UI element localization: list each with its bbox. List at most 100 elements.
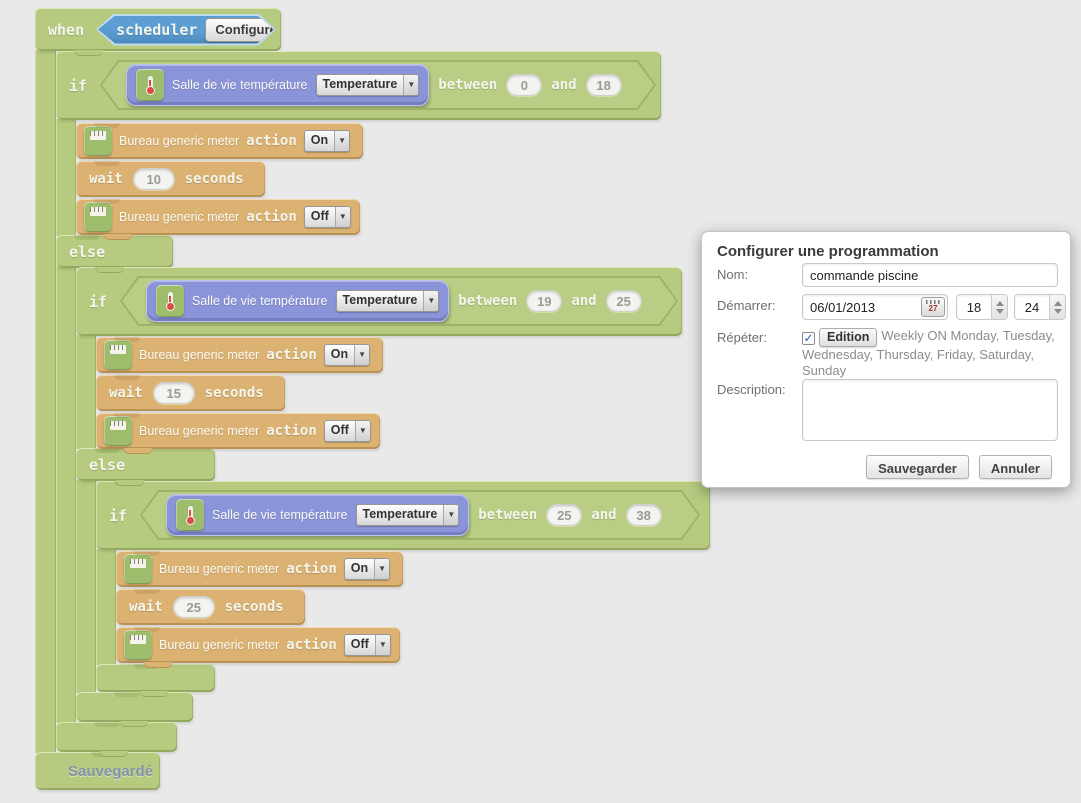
seconds-keyword: seconds xyxy=(184,171,244,187)
if3-block[interactable]: if Salle de vie température Temperature ▼… xyxy=(96,481,710,550)
property-dropdown[interactable]: Temperature ▼ xyxy=(316,74,420,96)
block-notch xyxy=(134,551,160,556)
if2-condition[interactable]: Salle de vie température Temperature ▼ be… xyxy=(120,276,678,326)
property-dropdown[interactable]: Temperature ▼ xyxy=(336,290,440,312)
if3-wait-block[interactable]: wait 25 seconds xyxy=(116,589,305,625)
if1-block[interactable]: if Salle de vie température Temperature ▼… xyxy=(56,51,661,120)
chevron-down-icon[interactable]: ▼ xyxy=(443,505,458,525)
chevron-down-icon[interactable]: ▼ xyxy=(354,345,370,365)
if2-action-off-block[interactable]: Bureau generic meter action Off ▼ xyxy=(96,413,380,454)
spinner-up-icon[interactable] xyxy=(1053,300,1062,306)
min-value-input[interactable]: 19 xyxy=(526,290,562,312)
meter-icon xyxy=(104,416,132,446)
between-keyword: between xyxy=(478,507,538,523)
sensor-name: Salle de vie température xyxy=(172,78,308,92)
if3-sensor-block[interactable]: Salle de vie température Temperature ▼ xyxy=(166,494,469,536)
save-button[interactable]: Sauvegarder xyxy=(866,455,969,479)
action-value-dropdown[interactable]: On ▼ xyxy=(323,344,371,366)
hour-spinner[interactable]: 18 xyxy=(956,294,1008,320)
thermometer-icon xyxy=(136,69,164,101)
else-keyword: else xyxy=(69,242,106,261)
calendar-icon[interactable]: 27 xyxy=(921,297,945,317)
and-keyword: and xyxy=(551,77,577,93)
start-date-field: 27 xyxy=(802,294,948,320)
action-value-dropdown[interactable]: Off ▼ xyxy=(303,206,351,228)
spinner-up-icon[interactable] xyxy=(995,300,1004,306)
chevron-down-icon[interactable]: ▼ xyxy=(374,635,390,655)
if2-closing-bar[interactable] xyxy=(76,692,193,727)
minute-spinner[interactable]: 24 xyxy=(1014,294,1066,320)
action-keyword: action xyxy=(246,209,297,225)
block-notch xyxy=(134,589,160,594)
block-connector-tab xyxy=(100,751,128,757)
if3-closing-bar[interactable] xyxy=(96,664,215,697)
when-block-footer[interactable]: Sauvegardé xyxy=(35,752,160,790)
action-keyword: action xyxy=(286,561,337,577)
seconds-keyword: seconds xyxy=(224,599,284,615)
description-textarea[interactable] xyxy=(802,379,1058,441)
chevron-down-icon[interactable]: ▼ xyxy=(423,291,438,311)
when-block-header[interactable]: when scheduler Configure xyxy=(35,8,281,56)
if1-action-off-block[interactable]: Bureau generic meter action Off ▼ xyxy=(76,199,360,240)
wait-keyword: wait xyxy=(109,385,143,401)
chevron-down-icon[interactable]: ▼ xyxy=(374,559,390,579)
if1-then-spine xyxy=(56,119,76,236)
if1-action-on-block[interactable]: Bureau generic meter action On ▼ xyxy=(76,123,363,159)
and-keyword: and xyxy=(591,507,617,523)
thermometer-icon xyxy=(176,499,204,531)
action-value-dropdown[interactable]: On ▼ xyxy=(303,130,351,152)
block-notch xyxy=(94,161,120,166)
if3-action-off-block[interactable]: Bureau generic meter action Off ▼ xyxy=(116,627,400,668)
block-connector-tab xyxy=(104,234,132,240)
wait-duration-input[interactable]: 10 xyxy=(132,168,175,190)
wait-duration-input[interactable]: 15 xyxy=(152,382,195,404)
if1-else-bar[interactable]: else xyxy=(56,235,173,273)
min-value-input[interactable]: 25 xyxy=(546,504,582,526)
if2-sensor-block[interactable]: Salle de vie température Temperature ▼ xyxy=(146,280,449,322)
block-notch xyxy=(94,199,120,204)
repeat-label: Répéter: xyxy=(717,330,767,345)
scheduler-event-block[interactable]: scheduler Configure xyxy=(96,14,276,46)
if3-action-on-block[interactable]: Bureau generic meter action On ▼ xyxy=(116,551,403,587)
cancel-button[interactable]: Annuler xyxy=(978,455,1052,479)
action-keyword: action xyxy=(266,347,317,363)
repeat-checkbox[interactable]: ✓ xyxy=(802,331,815,345)
block-notch xyxy=(114,337,140,342)
between-keyword: between xyxy=(458,293,518,309)
block-connector-tab xyxy=(140,691,168,697)
if1-else-spine xyxy=(56,266,76,723)
when-block-spine xyxy=(35,50,56,753)
spinner-down-icon[interactable] xyxy=(1053,308,1062,314)
max-value-input[interactable]: 18 xyxy=(586,74,622,96)
if3-condition[interactable]: Salle de vie température Temperature ▼ be… xyxy=(140,490,700,540)
chevron-down-icon[interactable]: ▼ xyxy=(403,75,418,95)
min-value-input[interactable]: 0 xyxy=(506,74,542,96)
if1-condition[interactable]: Salle de vie température Temperature ▼ be… xyxy=(100,60,656,110)
block-notch xyxy=(114,375,140,380)
dialog-buttons: Sauvegarder Annuler xyxy=(866,455,1052,479)
chevron-down-icon[interactable]: ▼ xyxy=(334,131,350,151)
if2-keyword: if xyxy=(89,292,108,311)
action-value-dropdown[interactable]: On ▼ xyxy=(343,558,391,580)
block-notch xyxy=(94,123,120,128)
property-dropdown[interactable]: Temperature ▼ xyxy=(356,504,460,526)
if1-closing-bar[interactable] xyxy=(56,722,177,757)
edit-repeat-button[interactable]: Edition xyxy=(819,328,878,347)
if1-sensor-block[interactable]: Salle de vie température Temperature ▼ xyxy=(126,64,429,106)
chevron-down-icon[interactable]: ▼ xyxy=(354,421,370,441)
action-value-dropdown[interactable]: Off ▼ xyxy=(343,634,391,656)
action-value-dropdown[interactable]: Off ▼ xyxy=(323,420,371,442)
when-keyword: when xyxy=(48,20,85,39)
max-value-input[interactable]: 25 xyxy=(606,290,642,312)
chevron-down-icon[interactable]: ▼ xyxy=(334,207,350,227)
spinner-down-icon[interactable] xyxy=(995,308,1004,314)
wait-duration-input[interactable]: 25 xyxy=(172,596,215,618)
if2-wait-block[interactable]: wait 15 seconds xyxy=(96,375,285,411)
name-input[interactable] xyxy=(802,263,1058,287)
if2-action-on-block[interactable]: Bureau generic meter action On ▼ xyxy=(96,337,383,373)
max-value-input[interactable]: 38 xyxy=(626,504,662,526)
action-keyword: action xyxy=(266,423,317,439)
if1-wait-block[interactable]: wait 10 seconds xyxy=(76,161,265,197)
if2-block[interactable]: if Salle de vie température Temperature ▼… xyxy=(76,267,682,336)
description-label: Description: xyxy=(717,382,786,397)
